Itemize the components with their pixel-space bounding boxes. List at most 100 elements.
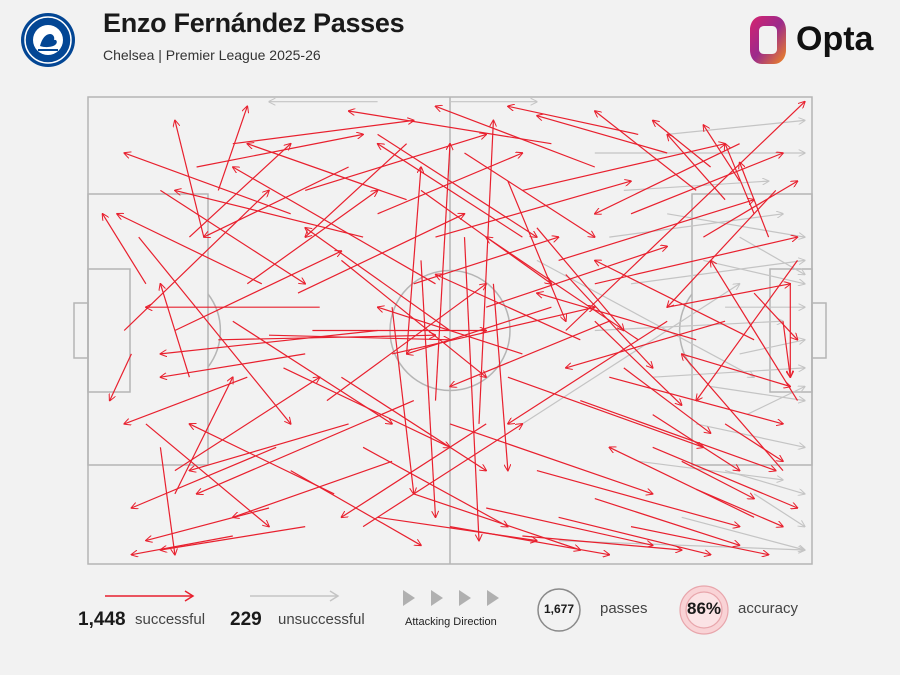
- successful-pass-arrow: [391, 307, 414, 494]
- successful-pass-arrow: [464, 152, 595, 237]
- successful-pass-arrow: [486, 237, 639, 341]
- successful-pass-arrow: [189, 423, 349, 471]
- successful-pass-arrow: [233, 460, 393, 517]
- successful-pass-arrow: [406, 167, 421, 354]
- successful-pass-arrow: [341, 376, 486, 470]
- successful-pass-arrow: [782, 321, 790, 377]
- unsuccessful-passes: [269, 102, 805, 550]
- accuracy-value: 86%: [686, 599, 722, 618]
- successful-pass-arrow: [246, 190, 377, 285]
- successful-count: 1,448: [78, 609, 126, 630]
- successful-pass-arrow: [449, 526, 609, 555]
- successful-pass-arrow: [103, 214, 147, 285]
- successful-legend-arrow: [105, 590, 195, 602]
- unsuccessful-pass-arrow: [681, 516, 805, 550]
- successful-pass-arrow: [652, 446, 798, 508]
- unsuccessful-pass-arrow: [739, 236, 805, 274]
- attacking-direction-icon: [403, 590, 499, 606]
- successful-pass-arrow: [131, 535, 233, 555]
- successful-pass-arrow: [362, 446, 508, 526]
- opta-logo: Opta: [740, 12, 885, 68]
- successful-pass-arrow: [305, 134, 486, 191]
- passes-count: 1,677: [543, 602, 575, 616]
- accuracy-label: accuracy: [738, 600, 799, 617]
- successful-pass-arrow: [305, 143, 408, 237]
- successful-pass-arrow: [420, 260, 436, 517]
- opta-mark-icon: [750, 16, 786, 64]
- successful-pass-arrow: [196, 134, 364, 168]
- successful-pass-arrow: [204, 166, 349, 237]
- successful-pass-arrow: [594, 498, 740, 546]
- successful-pass-arrow: [362, 424, 522, 528]
- goal-right: [811, 302, 827, 359]
- successful-pass-arrow: [407, 306, 552, 354]
- successful-pass-arrow: [378, 144, 523, 238]
- unsuccessful-pass-arrow: [536, 259, 754, 377]
- successful-pass-arrow: [711, 260, 799, 401]
- successful-pass-arrow: [174, 377, 233, 495]
- penalty-arc-left: [207, 293, 222, 368]
- successful-pass-arrow: [197, 400, 415, 494]
- successful-pass-arrow: [268, 334, 450, 340]
- unsuccessful-pass-arrow: [558, 540, 805, 550]
- opta-wordmark: Opta: [796, 20, 874, 58]
- successful-pass-arrow: [117, 214, 263, 285]
- successful-pass-arrow: [486, 246, 667, 308]
- successful-pass-arrow: [507, 180, 566, 321]
- successful-pass-arrow: [436, 275, 581, 341]
- unsuccessful-legend-arrow: [250, 590, 340, 602]
- successful-pass-arrow: [449, 423, 653, 494]
- successful-pass-arrow: [630, 526, 769, 555]
- successful-pass-arrow: [305, 228, 451, 331]
- successful-pass-arrow: [232, 120, 414, 145]
- successful-pass-arrow: [297, 214, 465, 294]
- unsuccessful-pass-arrow: [710, 385, 805, 401]
- successful-pass-arrow: [123, 190, 269, 331]
- successful-pass-arrow: [159, 447, 175, 554]
- successful-pass-arrow: [160, 353, 306, 377]
- penalty-box-right: [691, 193, 813, 466]
- successful-pass-arrow: [160, 284, 190, 378]
- six-yard-box-left: [87, 268, 131, 393]
- unsuccessful-pass-arrow: [594, 321, 783, 332]
- successful-pass-arrow: [537, 116, 668, 154]
- accuracy-badge: [679, 585, 729, 635]
- successful-pass-arrow: [478, 120, 493, 424]
- unsuccessful-pass-arrow: [609, 214, 783, 238]
- successful-pass-arrow: [160, 189, 305, 283]
- passes-label: passes: [600, 600, 648, 617]
- successful-pass-arrow: [160, 329, 378, 354]
- successful-pass-arrow: [283, 367, 451, 447]
- unsuccessful-pass-arrow: [667, 213, 805, 237]
- legend: 1,448 successful 229 unsuccessful Attack…: [0, 578, 900, 675]
- successful-pass-arrow: [174, 251, 342, 332]
- chelsea-crest: [20, 12, 76, 68]
- successful-pass-arrow: [681, 460, 754, 498]
- pitch: [73, 96, 827, 565]
- successful-pass-arrow: [160, 526, 306, 550]
- successful-pass-arrow: [536, 470, 740, 527]
- successful-pass-arrow: [124, 153, 291, 215]
- successful-pass-arrow: [189, 424, 335, 495]
- successful-pass-arrow: [724, 423, 783, 461]
- page-title: Enzo Fernández Passes: [103, 8, 405, 38]
- unsuccessful-pass-arrow: [696, 423, 805, 447]
- successful-pass-arrow: [508, 106, 639, 135]
- unsuccessful-label: unsuccessful: [278, 611, 365, 628]
- successful-pass-arrow: [623, 367, 711, 433]
- successful-pass-arrow: [653, 120, 711, 168]
- successful-pass-arrow: [492, 283, 508, 471]
- successful-pass-arrow: [349, 111, 552, 145]
- successful-pass-arrow: [580, 400, 776, 471]
- successful-pass-arrow: [145, 423, 269, 527]
- successful-pass-arrow: [537, 293, 697, 341]
- successful-pass-arrow: [188, 144, 290, 238]
- successful-pass-arrow: [753, 292, 797, 340]
- successful-pass-arrow: [595, 143, 740, 214]
- successful-pass-arrow: [696, 260, 798, 400]
- successful-pass-arrow: [667, 189, 777, 307]
- successful-pass-arrow: [138, 236, 291, 424]
- unsuccessful-count: 229: [230, 609, 262, 630]
- successful-passes: [103, 102, 805, 555]
- successful-pass-arrow: [377, 153, 523, 215]
